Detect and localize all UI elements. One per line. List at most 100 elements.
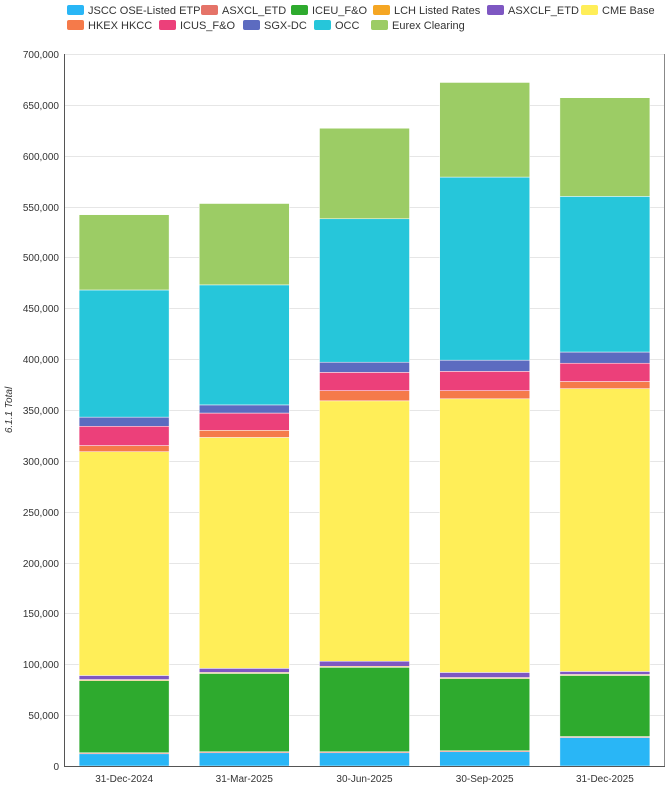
bar-segment[interactable]: [199, 673, 290, 753]
bar-segment[interactable]: [439, 390, 530, 400]
bar-segment[interactable]: [199, 668, 290, 673]
bar-segment[interactable]: [559, 97, 651, 197]
bar-segment[interactable]: [78, 680, 170, 754]
bar-segment[interactable]: [319, 752, 410, 767]
bar-segment[interactable]: [78, 753, 170, 767]
legend-label: ICUS_F&O: [180, 20, 235, 32]
legend-item[interactable]: LCH Listed Rates: [373, 5, 481, 17]
legend-label: ASXCLF_ETD: [508, 5, 579, 17]
bar-segment[interactable]: [439, 176, 530, 361]
chart-legend: JSCC OSE-Listed ETP ASXCL_ETD ICEU_F&O LCH …: [67, 5, 655, 32]
legend-swatch: [243, 20, 260, 30]
y-tick-label: 400,000: [23, 355, 60, 366]
y-tick-label: 250,000: [23, 508, 60, 519]
y-tick-label: 600,000: [23, 152, 60, 163]
legend-item[interactable]: HKEX HKCC: [67, 20, 152, 32]
legend-swatch: [67, 20, 84, 30]
legend-swatch: [487, 5, 504, 15]
bar-stack[interactable]: [199, 203, 290, 767]
y-tick-label: 450,000: [23, 304, 60, 315]
bar-segment[interactable]: [199, 284, 290, 406]
bar-segment[interactable]: [199, 752, 290, 767]
bar-segment[interactable]: [199, 412, 290, 431]
legend-swatch: [581, 5, 598, 15]
bar-segment[interactable]: [319, 667, 410, 753]
y-tick-label: 200,000: [23, 559, 60, 570]
x-tick-label: 31-Mar-2025: [216, 774, 274, 785]
bar-segment[interactable]: [199, 203, 290, 286]
bar-segment[interactable]: [199, 404, 290, 414]
bar-segment[interactable]: [559, 196, 651, 353]
y-tick-label: 100,000: [23, 660, 60, 671]
bar-segment[interactable]: [78, 416, 170, 427]
bar-segment[interactable]: [559, 737, 651, 767]
bar-segment[interactable]: [439, 678, 530, 751]
legend-label: ASXCL_ETD: [222, 5, 286, 17]
legend-swatch: [291, 5, 308, 15]
bar-segment[interactable]: [78, 675, 170, 680]
y-tick-label: 50,000: [28, 711, 59, 722]
legend-item[interactable]: ICEU_F&O: [291, 5, 367, 17]
y-tick-label: 650,000: [23, 101, 60, 112]
bar-stack[interactable]: [559, 97, 651, 767]
y-tick-label: 350,000: [23, 406, 60, 417]
y-tick-label: 300,000: [23, 457, 60, 468]
bar-segment[interactable]: [319, 128, 410, 220]
y-axis-label: 6.1.1 Total: [4, 386, 15, 433]
bar-segment[interactable]: [559, 671, 651, 675]
bar-segment[interactable]: [559, 381, 651, 389]
x-tick-label: 31-Dec-2025: [576, 774, 634, 785]
bar-segment[interactable]: [78, 289, 170, 418]
bar-segment[interactable]: [439, 82, 530, 178]
x-tick-label: 31-Dec-2024: [95, 774, 153, 785]
bar-segment[interactable]: [199, 430, 290, 438]
legend-item[interactable]: Eurex Clearing: [371, 20, 465, 32]
bar-segment[interactable]: [319, 660, 410, 667]
bar-segment[interactable]: [439, 672, 530, 678]
legend-item[interactable]: ASXCLF_ETD: [487, 5, 579, 17]
bar-segment[interactable]: [319, 400, 410, 662]
bar-segment[interactable]: [319, 390, 410, 402]
legend-swatch: [159, 20, 176, 30]
bar-stack[interactable]: [319, 128, 410, 767]
bar-segment[interactable]: [199, 437, 290, 669]
x-tick-label: 30-Sep-2025: [456, 774, 514, 785]
legend-label: OCC: [335, 20, 360, 32]
bar-segment[interactable]: [78, 445, 170, 452]
bar-segment[interactable]: [78, 426, 170, 446]
legend-item[interactable]: JSCC OSE-Listed ETP: [67, 5, 200, 17]
legend-item[interactable]: SGX-DC: [243, 20, 307, 32]
legend-item[interactable]: ICUS_F&O: [159, 20, 235, 32]
bar-segment[interactable]: [319, 218, 410, 363]
bar-segment[interactable]: [319, 372, 410, 391]
x-tick-label: 30-Jun-2025: [336, 774, 393, 785]
bar-segment[interactable]: [439, 359, 530, 372]
legend-swatch: [373, 5, 390, 15]
bar-segment[interactable]: [78, 451, 170, 676]
bar-segment[interactable]: [439, 751, 530, 767]
bar-stack[interactable]: [439, 82, 530, 767]
bar-segment[interactable]: [559, 675, 651, 737]
legend-label: JSCC OSE-Listed ETP: [88, 5, 200, 17]
legend-label: SGX-DC: [264, 20, 307, 32]
legend-item[interactable]: CME Base: [581, 5, 655, 17]
bars: [78, 82, 651, 767]
bar-segment[interactable]: [78, 214, 170, 291]
y-tick-label: 0: [53, 762, 59, 773]
bar-segment[interactable]: [439, 398, 530, 673]
legend-item[interactable]: ASXCL_ETD: [201, 5, 286, 17]
bar-segment[interactable]: [559, 388, 651, 672]
y-tick-label: 150,000: [23, 609, 60, 620]
legend-item[interactable]: OCC: [314, 20, 360, 32]
axes: [64, 54, 665, 767]
y-tick-label: 500,000: [23, 253, 60, 264]
legend-label: Eurex Clearing: [392, 20, 465, 32]
bar-segment[interactable]: [319, 361, 410, 373]
bar-segment[interactable]: [559, 351, 651, 364]
bar-segment[interactable]: [559, 362, 651, 382]
legend-label: LCH Listed Rates: [394, 5, 481, 17]
y-tick-labels: 0 50,000 100,000 150,000 200,000 250,000 300,0…: [23, 50, 60, 773]
bar-segment[interactable]: [439, 371, 530, 391]
bar-stack[interactable]: [78, 214, 170, 767]
